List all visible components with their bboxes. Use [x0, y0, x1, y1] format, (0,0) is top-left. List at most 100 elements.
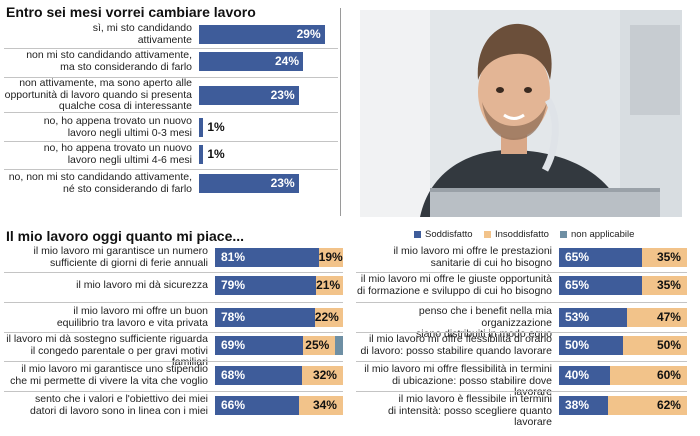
stacked-bar: 38% 62% — [559, 396, 687, 415]
row-separator — [356, 301, 687, 303]
stacked-label: il mio lavoro mi garantisce uno stipendi… — [0, 363, 208, 387]
stacked-label-line: di ubicazione: posso stabilire dove lavo… — [392, 374, 552, 398]
bar-label-line: ma sto considerando di farlo — [60, 60, 192, 73]
legend-item: non applicabile — [560, 228, 634, 240]
stacked-label-line: il mio lavoro mi offre un buon — [73, 305, 208, 317]
bar-label: no, ho appena trovato un nuovo lavoro neg… — [2, 115, 192, 139]
bar-label-line: sì, mi sto candidando — [92, 22, 192, 34]
bar-value: 29% — [296, 27, 321, 41]
segment-insoddisfatto: 35% — [642, 248, 687, 267]
stacked-label-line: il mio lavoro è flessibile in termini — [398, 393, 552, 405]
row-separator — [356, 271, 687, 273]
divider — [340, 8, 341, 216]
stacked-bar: 78% 22% — [215, 308, 343, 327]
legend-swatch — [484, 230, 491, 238]
stacked-bar: 65% 35% — [559, 276, 687, 295]
stacked-label: il mio lavoro mi offre flessibilità di o… — [352, 333, 552, 357]
man-photo-illustration — [360, 10, 682, 217]
bar-label: non mi sto candidando attivamente, ma sto… — [2, 49, 192, 73]
segment-soddisfatto: 40% — [559, 366, 611, 385]
bar: 1% — [199, 118, 225, 137]
bar-label-line: no, ho appena trovato un nuovo — [43, 115, 192, 127]
stacked-bar: 40% 60% — [559, 366, 687, 385]
chart-title-top: Entro sei mesi vorrei cambiare lavoro — [6, 4, 256, 20]
row-separator — [4, 271, 343, 273]
segment-soddisfatto: 81% — [215, 248, 319, 267]
segment-insoddisfatto: 60% — [610, 366, 687, 385]
bar-value: 24% — [274, 54, 299, 68]
segment-insoddisfatto: 32% — [302, 366, 343, 385]
bar: 1% — [199, 145, 225, 164]
bar-label: no, non mi sto candidando attivamente, né… — [2, 171, 192, 195]
segment-insoddisfatto: 50% — [623, 336, 687, 355]
bar-value: 23% — [270, 176, 295, 190]
segment-soddisfatto: 79% — [215, 276, 317, 295]
legend-swatch — [414, 230, 421, 238]
stacked-label-line: di lavoro: posso stabilire quando lavora… — [360, 344, 552, 357]
segment-soddisfatto: 50% — [559, 336, 623, 355]
bar-value: 1% — [207, 120, 225, 134]
bar-label-line: no, ho appena trovato un nuovo — [43, 142, 192, 154]
segment-soddisfatto: 68% — [215, 366, 303, 385]
row-separator — [4, 48, 338, 49]
bar: 23% — [199, 86, 299, 105]
bar-label: no, ho appena trovato un nuovo lavoro neg… — [2, 142, 192, 166]
segment-soddisfatto: 78% — [215, 308, 315, 327]
segment-insoddisfatto: 25% — [303, 336, 336, 355]
stacked-label-line: il congedo parentale o per gravi motivi … — [30, 344, 208, 368]
row-separator — [4, 331, 343, 333]
stacked-label-line: il mio lavoro mi garantisce un numero — [33, 245, 209, 257]
segment-soddisfatto: 65% — [559, 248, 643, 267]
stacked-label-line: il mio lavoro mi garantisce uno stipendi… — [21, 363, 208, 375]
bar-label-line: lavoro negli ultimi 0-3 mesi — [67, 126, 192, 139]
row-separator — [356, 360, 687, 362]
bar: 23% — [199, 174, 299, 193]
stacked-label-line: siano distribuiti in modo equo — [416, 328, 552, 340]
bar-label-line: né sto considerando di farlo — [63, 182, 192, 195]
stacked-label: il mio lavoro mi garantisce un numero suf… — [0, 245, 209, 269]
segment-insoddisfatto: 47% — [626, 308, 687, 327]
stacked-label-line: di formazione e sviluppo di cui ho bisog… — [357, 284, 552, 297]
stacked-label: il mio lavoro mi offre flessibilità in t… — [352, 363, 552, 399]
stacked-bar: 81% 19% — [215, 248, 343, 267]
bar-label-line: non mi sto candidando attivamente, — [26, 49, 192, 61]
legend-label: non applicabile — [571, 228, 635, 240]
row-separator — [4, 111, 338, 113]
segment-insoddisfatto: 21% — [316, 276, 343, 295]
stacked-label-line: che mi permette di vivere la vita che vo… — [10, 374, 208, 387]
stacked-label-line: equilibrio tra lavoro e vita privata — [56, 316, 208, 329]
bar: 29% — [199, 25, 325, 44]
row-separator — [4, 390, 343, 392]
bar-value: 23% — [270, 88, 295, 102]
legend-item: Soddisfatto — [414, 228, 473, 240]
stacked-label: il mio lavoro mi offre le giuste opportu… — [352, 273, 552, 297]
row-separator — [4, 169, 338, 170]
stacked-label: sento che i valori e l'obiettivo dei mie… — [0, 393, 208, 417]
bar-value: 1% — [207, 147, 225, 161]
segment-soddisfatto: 66% — [215, 396, 300, 415]
stacked-bar: 69% 25% — [215, 336, 343, 355]
stacked-label-line: di intensità: posso scegliere quanto lav… — [387, 404, 552, 428]
row-separator — [4, 301, 343, 303]
legend-item: Insoddisfatto — [484, 228, 549, 240]
segment-soddisfatto: 38% — [559, 396, 608, 415]
stacked-label-line: sento che i valori e l'obiettivo dei mie… — [34, 393, 208, 405]
stacked-label-line: il mio lavoro mi offre le giuste opportu… — [360, 273, 552, 285]
segment-soddisfatto: 69% — [215, 336, 304, 355]
segment-insoddisfatto: 62% — [607, 396, 687, 415]
stacked-bar: 66% 34% — [215, 396, 343, 415]
segment-insoddisfatto: 35% — [642, 276, 687, 295]
stacked-label: il mio lavoro mi offre un buon equilibrio… — [0, 305, 208, 329]
stacked-bar: 50% 50% — [559, 336, 687, 355]
legend-label: Soddisfatto — [425, 228, 473, 240]
row-separator — [4, 76, 338, 78]
stacked-label-line: il mio lavoro mi offre flessibilità di o… — [368, 333, 552, 345]
segment-insoddisfatto: 22% — [314, 308, 343, 327]
bar-label: non attivamente, ma sono aperto alle oppo… — [2, 78, 192, 113]
legend-swatch — [560, 230, 567, 238]
segment-non-applicabile — [335, 336, 343, 355]
bar-label-line: attivamente — [137, 33, 192, 46]
stacked-bar: 65% 35% — [559, 248, 687, 267]
bar-label-line: lavoro negli ultimi 4-6 mesi — [67, 153, 192, 166]
stacked-label: il mio lavoro mi dà sicurezza — [0, 279, 208, 292]
